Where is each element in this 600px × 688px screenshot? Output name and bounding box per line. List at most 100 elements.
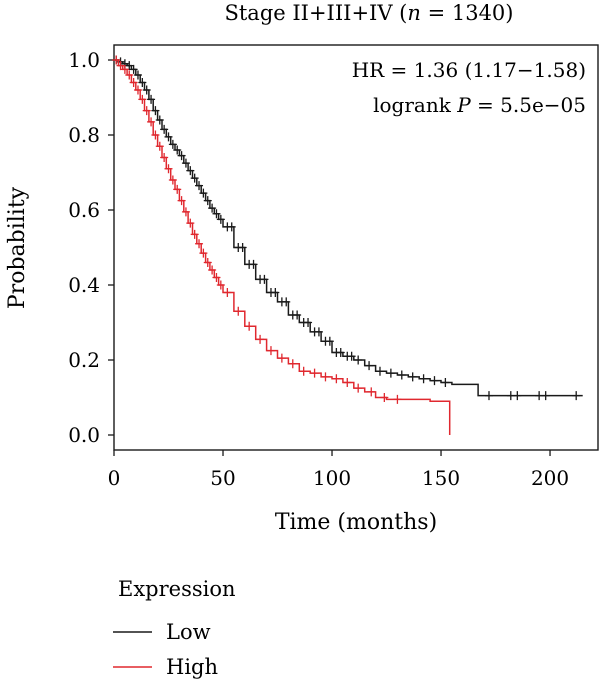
censor-mark-low xyxy=(419,374,428,384)
censor-mark-high xyxy=(138,94,147,104)
x-tick-label: 100 xyxy=(313,466,351,490)
censor-mark-low xyxy=(164,132,173,142)
censor-mark-high xyxy=(367,387,376,397)
censor-mark-high xyxy=(129,78,138,87)
censor-mark-low xyxy=(513,391,522,401)
y-tick-label: 0.6 xyxy=(68,198,100,222)
censor-mark-high xyxy=(299,366,308,376)
censor-mark-low xyxy=(168,139,177,149)
censor-mark-low xyxy=(249,259,258,269)
y-tick-label: 1.0 xyxy=(68,48,100,72)
censor-mark-high xyxy=(116,61,125,71)
censor-mark-low xyxy=(147,94,156,104)
censor-mark-low xyxy=(173,145,182,155)
legend-label-high: High xyxy=(166,655,218,679)
censor-mark-high xyxy=(203,258,212,267)
censor-mark-low xyxy=(199,188,208,198)
censor-mark-low xyxy=(397,370,406,380)
censor-mark-low xyxy=(271,288,280,297)
hr-annotation: HR = 1.36 (1.17−1.58) xyxy=(352,58,586,82)
censor-mark-low xyxy=(336,348,345,357)
x-tick-label: 0 xyxy=(108,466,121,490)
censor-mark-high xyxy=(245,321,254,331)
censor-mark-low xyxy=(386,368,395,378)
censor-mark-low xyxy=(133,70,142,80)
series-high xyxy=(112,55,451,435)
censor-mark-low xyxy=(293,310,302,320)
censor-mark-high xyxy=(120,64,129,74)
y-tick-label: 0.2 xyxy=(68,348,100,372)
censor-mark-high xyxy=(208,265,217,275)
censor-mark-low xyxy=(282,297,291,307)
censor-mark-low xyxy=(177,151,186,161)
censor-mark-low xyxy=(125,61,134,71)
censor-mark-high xyxy=(195,239,204,249)
x-tick-label: 200 xyxy=(531,466,569,490)
censor-mark-high xyxy=(181,207,190,217)
censor-mark-low xyxy=(208,203,217,213)
x-tick-label: 150 xyxy=(422,466,460,490)
censor-mark-high xyxy=(142,106,151,116)
censor-mark-low xyxy=(375,366,384,376)
censor-mark-low xyxy=(160,124,169,134)
censor-mark-low xyxy=(441,378,450,387)
censor-mark-high xyxy=(155,141,164,151)
censor-mark-low xyxy=(181,158,190,168)
logrank-p-symbol: P xyxy=(456,93,471,117)
censor-mark-low xyxy=(347,351,356,361)
censor-mark-low xyxy=(212,209,221,219)
legend-label-low: Low xyxy=(166,620,211,644)
censor-mark-low xyxy=(151,106,160,116)
censor-mark-high xyxy=(168,175,177,185)
censor-mark-low xyxy=(155,115,164,125)
censor-mark-low xyxy=(408,372,417,382)
censor-mark-high xyxy=(256,334,265,344)
censor-mark-high xyxy=(151,130,160,140)
censor-mark-low xyxy=(195,181,204,191)
censor-mark-low xyxy=(325,336,334,346)
y-axis: 0.0 0.2 0.4 0.6 0.8 1.0 xyxy=(68,48,114,447)
chart-title-n-symbol: n xyxy=(407,1,421,25)
censor-mark-high xyxy=(112,55,121,65)
chart-title-suffix: = 1340) xyxy=(421,1,514,25)
chart-title: Stage II+III+IV (n = 1340) xyxy=(224,1,513,25)
y-tick-label: 0.8 xyxy=(68,123,100,147)
censor-mark-high xyxy=(216,280,225,290)
logrank-suffix: = 5.5e−05 xyxy=(471,93,586,117)
censor-mark-high xyxy=(343,378,352,387)
logrank-annotation: logrank P = 5.5e−05 xyxy=(373,93,586,117)
censor-mark-high xyxy=(160,153,169,162)
censor-mark-high xyxy=(277,353,286,363)
censor-mark-high xyxy=(212,273,221,282)
censor-mark-low xyxy=(314,327,323,337)
censor-mark-low xyxy=(186,166,195,176)
plot-frame xyxy=(113,44,599,451)
legend: Expression Low High xyxy=(113,577,236,679)
chart-title-prefix: Stage II+III+IV ( xyxy=(224,1,407,25)
censor-mark-low xyxy=(238,243,247,252)
censor-mark-high xyxy=(164,164,173,174)
censor-mark-high xyxy=(223,288,232,297)
censor-mark-low xyxy=(430,376,439,386)
censor-mark-low xyxy=(227,222,236,232)
censor-mark-low xyxy=(365,361,374,371)
censor-mark-high xyxy=(266,346,275,356)
x-tick-label: 50 xyxy=(210,466,235,490)
series-low xyxy=(112,55,583,401)
x-axis: 0 50 100 150 200 xyxy=(108,450,569,490)
y-axis-label: Probability xyxy=(5,186,30,309)
censor-mark-low xyxy=(354,355,363,365)
censor-mark-high xyxy=(186,218,195,228)
y-tick-label: 0.4 xyxy=(68,273,100,297)
series-layer xyxy=(112,55,583,435)
legend-title: Expression xyxy=(118,577,236,601)
censor-mark-low xyxy=(190,173,199,183)
censor-mark-high xyxy=(321,372,330,382)
censor-mark-low xyxy=(142,85,151,95)
censor-mark-high xyxy=(380,393,389,402)
censor-mark-low xyxy=(203,196,212,206)
censor-mark-low xyxy=(138,78,147,87)
censor-mark-low xyxy=(304,318,313,327)
logrank-prefix: logrank xyxy=(373,93,457,117)
